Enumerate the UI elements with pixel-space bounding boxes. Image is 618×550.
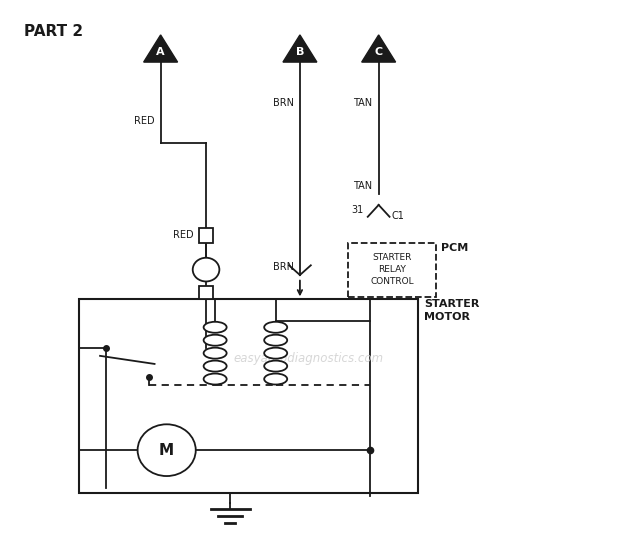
Bar [200,228,213,243]
Text: C1: C1 [392,211,405,221]
Text: B: B [296,47,304,57]
Text: TAN: TAN [353,98,373,108]
Text: PCM: PCM [441,243,468,252]
Polygon shape [143,35,177,62]
Ellipse shape [264,322,287,333]
Bar [199,286,213,299]
Text: easyautodiagnostics.com: easyautodiagnostics.com [234,352,384,365]
Text: BRN: BRN [273,262,294,272]
Ellipse shape [203,335,227,346]
Circle shape [138,424,196,476]
Circle shape [193,258,219,282]
Text: M: M [159,443,174,458]
Ellipse shape [203,361,227,372]
Text: C: C [375,47,383,57]
Text: TAN: TAN [353,181,373,191]
Ellipse shape [264,335,287,346]
Polygon shape [283,35,317,62]
Text: RED: RED [172,230,193,240]
Ellipse shape [264,373,287,384]
Bar [349,243,436,296]
Text: BRN: BRN [273,98,294,108]
Ellipse shape [203,373,227,384]
Text: A: A [156,47,165,57]
Text: 31: 31 [351,205,363,215]
Bar [79,299,418,493]
Text: STARTER
MOTOR: STARTER MOTOR [424,299,480,322]
Ellipse shape [264,361,287,372]
Ellipse shape [264,348,287,359]
Ellipse shape [203,322,227,333]
Text: STARTER
RELAY
CONTROL: STARTER RELAY CONTROL [370,254,414,286]
Polygon shape [362,35,396,62]
Text: PART 2: PART 2 [24,24,83,40]
Text: RED: RED [134,117,154,126]
Ellipse shape [203,348,227,359]
